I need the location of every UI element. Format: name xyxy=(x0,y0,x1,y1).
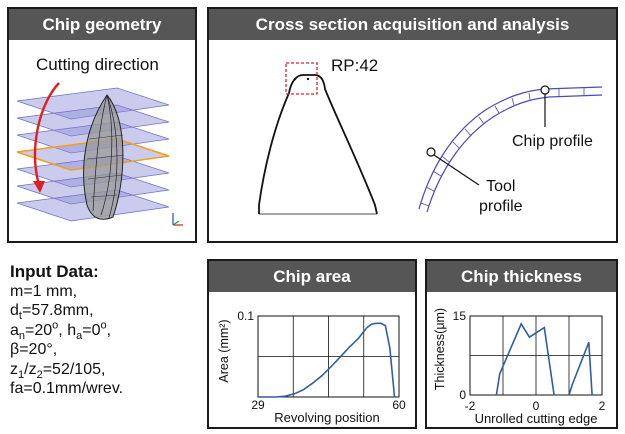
thickness-x-right-tick: 2 xyxy=(599,399,606,413)
angles-value: an=20o, ha=0o, xyxy=(10,321,205,341)
area-ylabel: Area (mm²) xyxy=(217,319,231,382)
thickness-curve xyxy=(496,324,592,395)
area-y-top-tick: 0.1 xyxy=(237,309,254,323)
area-series-line xyxy=(258,323,395,397)
tool-profile-label: Tool profile xyxy=(479,177,523,217)
thickness-y-top-tick: 15 xyxy=(453,309,467,323)
thickness-series-line-2 xyxy=(569,342,592,395)
chip-thickness-chart: Thickness(μm) 15 0 -2 0 2 Unrolled cutti… xyxy=(427,261,616,427)
chip-geometry-illustration xyxy=(9,9,195,241)
chip-area-chart: Area (mm²) 0.1 29 60 Revolving position xyxy=(209,261,415,427)
chip-geometry-panel: Chip geometry Cutting direction xyxy=(7,7,197,243)
area-x-right-tick: 60 xyxy=(392,398,406,412)
area-grid xyxy=(258,316,399,397)
teeth-ratio-value: z1/z2=52/105, xyxy=(10,360,205,380)
chip-thickness-panel: Chip thickness Thickness(μm) 15 0 -2 0 2… xyxy=(425,259,618,429)
thickness-ylabel: Thickness(μm) xyxy=(433,308,447,390)
rp-marker xyxy=(294,78,296,80)
input-data-block: Input Data: m=1 mm, dt=57.8mm, an=20o, h… xyxy=(10,262,205,399)
cross-section-illustration: RP:42 xyxy=(209,9,616,241)
beta-value: β=20°, xyxy=(10,340,205,360)
chip-section-outline xyxy=(259,75,377,214)
area-curve xyxy=(258,323,395,397)
chip-profile-marker xyxy=(541,86,549,94)
rp-label: RP:42 xyxy=(331,56,378,75)
tool-profile-marker xyxy=(427,148,435,156)
chip-profile-label: Chip profile xyxy=(512,133,593,151)
tool-profile-line2: profile xyxy=(479,197,523,217)
diameter-value: dt=57.8mm, xyxy=(10,301,205,321)
feed-value: fa=0.1mm/wrev. xyxy=(10,379,205,399)
chip-area-panel: Chip area Area (mm²) 0.1 29 60 Revolving… xyxy=(207,259,417,429)
cross-section-panel: Cross section acquisition and analysis R… xyxy=(207,7,618,243)
thickness-grid xyxy=(470,316,602,395)
area-x-left-tick: 29 xyxy=(251,398,265,412)
module-value: m=1 mm, xyxy=(10,282,205,302)
tool-profile-line1: Tool xyxy=(479,177,523,197)
tool-profile-leader xyxy=(434,155,479,185)
area-xlabel: Revolving position xyxy=(274,410,380,425)
input-data-title: Input Data: xyxy=(10,262,205,282)
thickness-series-line-1 xyxy=(496,324,554,395)
axis-triad-icon xyxy=(173,213,183,225)
thickness-xlabel: Unrolled cutting edge xyxy=(475,411,598,426)
rp-marker xyxy=(307,78,309,80)
